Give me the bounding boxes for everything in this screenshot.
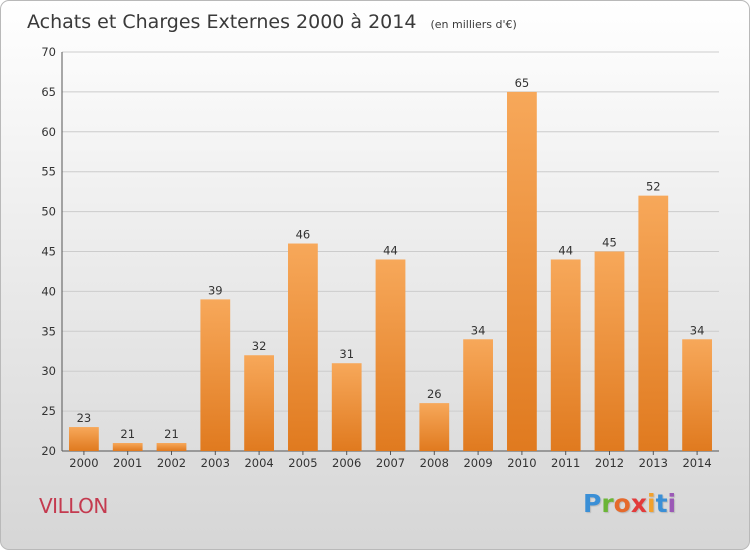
data-label: 26 [427,387,442,401]
bar [507,91,537,452]
y-tick-label: 50 [41,205,56,219]
x-tick-label: 2013 [639,456,668,470]
bar [550,259,581,451]
x-tick-label: 2001 [113,456,142,470]
x-tick-label: 2004 [244,456,273,470]
x-tick-label: 2005 [288,456,317,470]
chart-title: Achats et Charges Externes 2000 à 2014 (… [27,11,517,33]
x-tick-label: 2011 [551,456,580,470]
logo-letter: o [613,489,631,518]
x-tick-label: 2009 [463,456,492,470]
data-label: 32 [252,339,267,353]
bar [331,363,362,451]
bar [375,259,406,451]
data-label: 44 [383,243,398,257]
y-tick-label: 45 [41,245,56,259]
proxiti-logo[interactable]: Proxiti [583,489,676,518]
x-tick-label: 2006 [332,456,361,470]
x-tick-label: 2008 [420,456,449,470]
y-tick-label: 30 [41,364,56,378]
city-name: VILLON [39,494,108,518]
data-label: 46 [296,228,311,242]
x-tick-label: 2014 [682,456,711,470]
data-label: 39 [208,283,223,297]
y-tick-label: 70 [41,45,56,59]
bar [156,443,187,451]
data-label: 23 [77,411,92,425]
y-tick-labels: 20 25 30 35 40 45 50 55 60 65 70 [41,45,56,458]
logo-letter: i [647,489,656,518]
logo-letter: i [667,489,677,518]
bar [112,443,143,451]
data-label: 44 [558,243,573,257]
x-tick-label: 2010 [507,456,536,470]
gridlines [62,51,719,412]
bar [69,427,99,451]
y-tick-label: 35 [41,324,56,338]
chart-subtitle: (en milliers d'€) [431,18,517,31]
data-labels: 23 21 21 39 32 46 31 44 26 34 65 44 45 52 34 [77,76,705,441]
logo-letter: P [583,489,602,518]
x-tick-label: 2002 [157,456,186,470]
data-label: 21 [164,427,179,441]
bar [419,403,450,451]
bar [288,243,318,451]
y-tick-label: 65 [41,85,56,99]
data-label: 45 [602,236,617,250]
data-label: 34 [690,323,705,337]
x-tick-label: 2000 [69,456,98,470]
logo-letter: t [655,489,668,518]
data-label: 65 [515,76,530,90]
y-tick-label: 25 [41,404,56,418]
logo-letter: r [601,489,614,518]
chart-title-main: Achats et Charges Externes 2000 à 2014 [27,11,416,33]
y-tick-label: 40 [41,284,56,298]
bar [594,251,625,451]
bar [463,339,493,451]
bars [69,91,712,452]
bar [244,355,274,451]
data-label: 31 [339,347,354,361]
data-label: 52 [646,180,661,194]
bar [200,299,231,451]
bar [638,195,669,451]
x-tick-label: 2007 [376,456,405,470]
logo-letter: x [630,489,647,518]
data-label: 34 [471,323,486,337]
x-tick-label: 2003 [201,456,230,470]
x-tick-label: 2012 [595,456,624,470]
y-tick-label: 60 [41,125,56,139]
y-tick-label: 55 [41,165,56,179]
bar [682,339,712,451]
data-label: 21 [120,427,135,441]
x-tick-labels: 2000 2001 2002 2003 2004 2005 2006 2007 2008 2009… [69,451,712,470]
y-tick-label: 20 [41,444,56,458]
